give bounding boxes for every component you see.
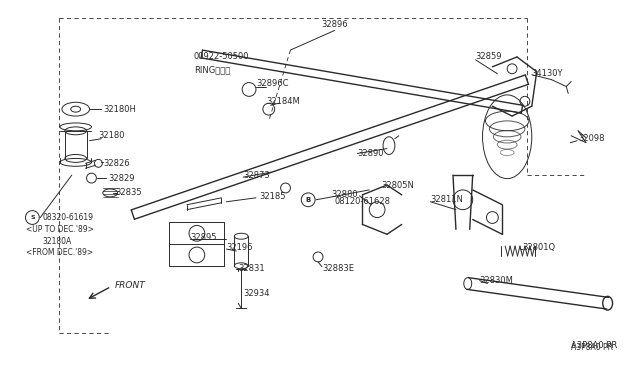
Text: 32196: 32196 (227, 243, 253, 251)
Text: 32829: 32829 (108, 174, 134, 183)
Text: A3P8A0 PR: A3P8A0 PR (571, 343, 613, 352)
Text: 32831: 32831 (238, 264, 265, 273)
Text: 32184M: 32184M (266, 97, 300, 106)
Text: 34130Y: 34130Y (532, 69, 563, 78)
Text: B: B (305, 197, 311, 203)
Text: 32180H: 32180H (103, 105, 136, 114)
Text: 32880: 32880 (331, 190, 357, 199)
Text: 32826: 32826 (103, 159, 130, 168)
Text: 32180: 32180 (99, 131, 125, 140)
Text: 32895: 32895 (190, 233, 216, 242)
Text: 08320-61619: 08320-61619 (42, 213, 93, 222)
Bar (170, 222, 225, 266)
Text: 32180A: 32180A (42, 237, 72, 246)
Text: A3P8A0 PR: A3P8A0 PR (571, 341, 618, 350)
Text: 00922-50500: 00922-50500 (194, 52, 250, 61)
Text: <FROM DEC.'89>: <FROM DEC.'89> (26, 248, 93, 257)
Text: S: S (30, 215, 35, 220)
Text: 32890: 32890 (357, 149, 384, 158)
Text: 32896: 32896 (321, 20, 348, 29)
Text: 32801Q: 32801Q (522, 243, 555, 251)
Text: RINGリング: RINGリング (194, 65, 230, 74)
Text: 32185: 32185 (259, 192, 285, 201)
Text: 32883E: 32883E (322, 264, 354, 273)
Text: 32830M: 32830M (479, 276, 513, 285)
Text: FRONT: FRONT (115, 281, 146, 290)
Text: 32805N: 32805N (381, 180, 414, 189)
Text: 32896C: 32896C (256, 79, 289, 88)
Text: 32859: 32859 (476, 52, 502, 61)
Text: 32098: 32098 (578, 134, 605, 143)
Text: 32835: 32835 (115, 188, 141, 198)
Text: <UP TO DEC.'89>: <UP TO DEC.'89> (26, 225, 94, 234)
Text: 08120-61628: 08120-61628 (335, 197, 391, 206)
Text: 32873: 32873 (243, 171, 270, 180)
Text: 32811N: 32811N (430, 195, 463, 204)
Text: 32934: 32934 (243, 289, 269, 298)
